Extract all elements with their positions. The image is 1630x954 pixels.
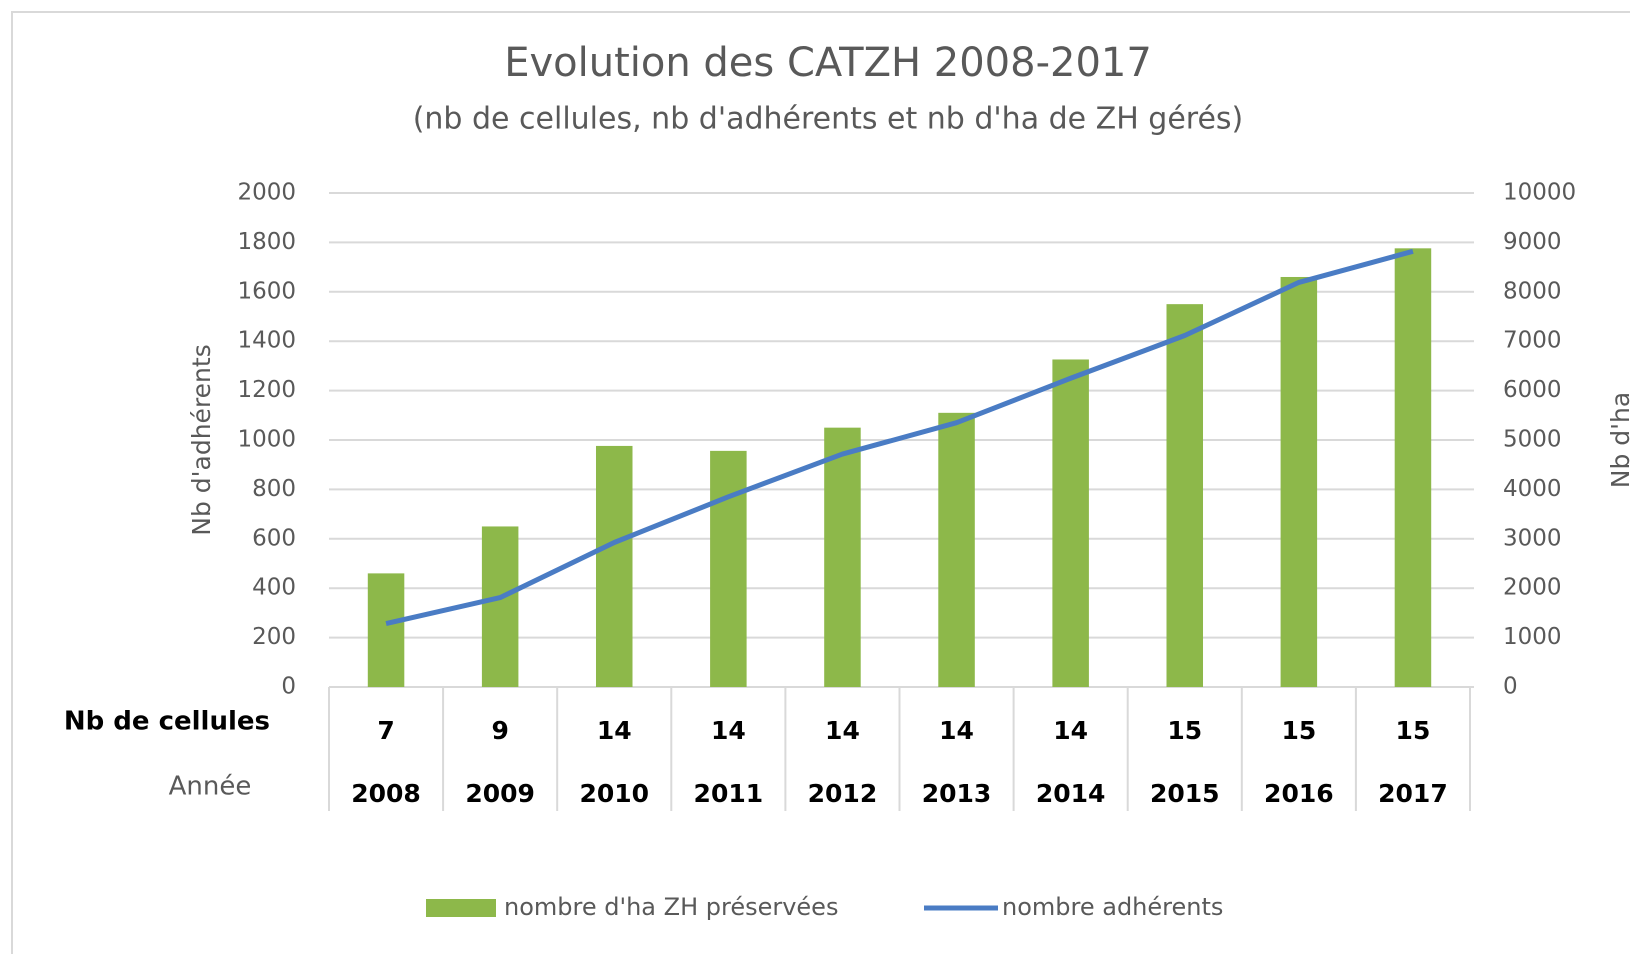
bar (595, 445, 633, 687)
y2-tick-label: 3000 (1503, 525, 1562, 551)
y-tick-label: 200 (252, 624, 296, 650)
bar (938, 412, 975, 687)
legend-swatch (426, 899, 496, 917)
cell-count: 14 (1053, 716, 1088, 745)
y-tick-label: 400 (252, 575, 296, 601)
y-tick-label: 600 (252, 525, 296, 551)
cell-count: 9 (491, 716, 508, 745)
y2-tick-label: 2000 (1503, 575, 1562, 601)
y2-tick-label: 5000 (1503, 427, 1562, 453)
y-tick-label: 800 (252, 476, 296, 502)
cell-count: 14 (711, 716, 746, 745)
y2-tick-label: 7000 (1503, 328, 1562, 354)
x-tick-label: 2014 (1036, 779, 1106, 808)
x-tick-label: 2013 (922, 779, 992, 808)
legend-label: nombre d'ha ZH préservées (504, 893, 838, 921)
bar (481, 526, 519, 687)
y2-tick-label: 4000 (1503, 476, 1562, 502)
y2-tick-label: 6000 (1503, 377, 1562, 403)
legend-label: nombre adhérents (1002, 893, 1223, 921)
y2-tick-label: 10000 (1503, 180, 1576, 206)
y2-tick-label: 0 (1503, 674, 1518, 700)
x-tick-label: 2012 (808, 779, 878, 808)
bar (1280, 276, 1318, 687)
x-tick-label: 2011 (694, 779, 764, 808)
bar (1166, 304, 1204, 687)
bar (367, 573, 405, 687)
y-tick-label: 1200 (237, 377, 296, 403)
cell-count: 7 (377, 716, 394, 745)
row-label: Année (169, 772, 252, 802)
cell-count: 15 (1167, 716, 1202, 745)
y-tick-label: 1600 (237, 278, 296, 304)
y-tick-label: 1800 (237, 229, 296, 255)
chart-subtitle: (nb de cellules, nb d'adhérents et nb d'… (413, 102, 1244, 137)
line (385, 248, 1414, 626)
bar (710, 450, 747, 687)
x-tick-label: 2009 (465, 779, 535, 808)
y2-tick-label: 8000 (1503, 278, 1562, 304)
y-tick-label: 0 (281, 674, 296, 700)
y-tick-label: 1000 (237, 427, 296, 453)
x-tick-label: 2015 (1150, 779, 1220, 808)
cell-count: 15 (1396, 716, 1431, 745)
chart-title: Evolution des CATZH 2008-2017 (504, 40, 1152, 86)
y-axis-title: Nb d'adhérents (187, 344, 216, 535)
x-tick-label: 2017 (1378, 779, 1448, 808)
y-tick-label: 2000 (237, 180, 296, 206)
cell-count: 15 (1281, 716, 1316, 745)
bar (1052, 359, 1089, 687)
cell-count: 14 (597, 716, 632, 745)
y2-tick-label: 9000 (1503, 229, 1562, 255)
x-tick-label: 2008 (351, 779, 421, 808)
y2-axis-title: Nb d'ha (1606, 392, 1630, 488)
bar (1394, 248, 1432, 687)
x-tick-label: 2010 (579, 779, 649, 808)
y-tick-label: 1400 (237, 328, 296, 354)
y2-tick-label: 1000 (1503, 624, 1562, 650)
chart-frame (11, 11, 1630, 954)
cell-count: 14 (939, 716, 974, 745)
x-tick-label: 2016 (1264, 779, 1334, 808)
row-label: Nb de cellules (64, 707, 270, 737)
cell-count: 14 (825, 716, 860, 745)
bar (824, 427, 861, 687)
